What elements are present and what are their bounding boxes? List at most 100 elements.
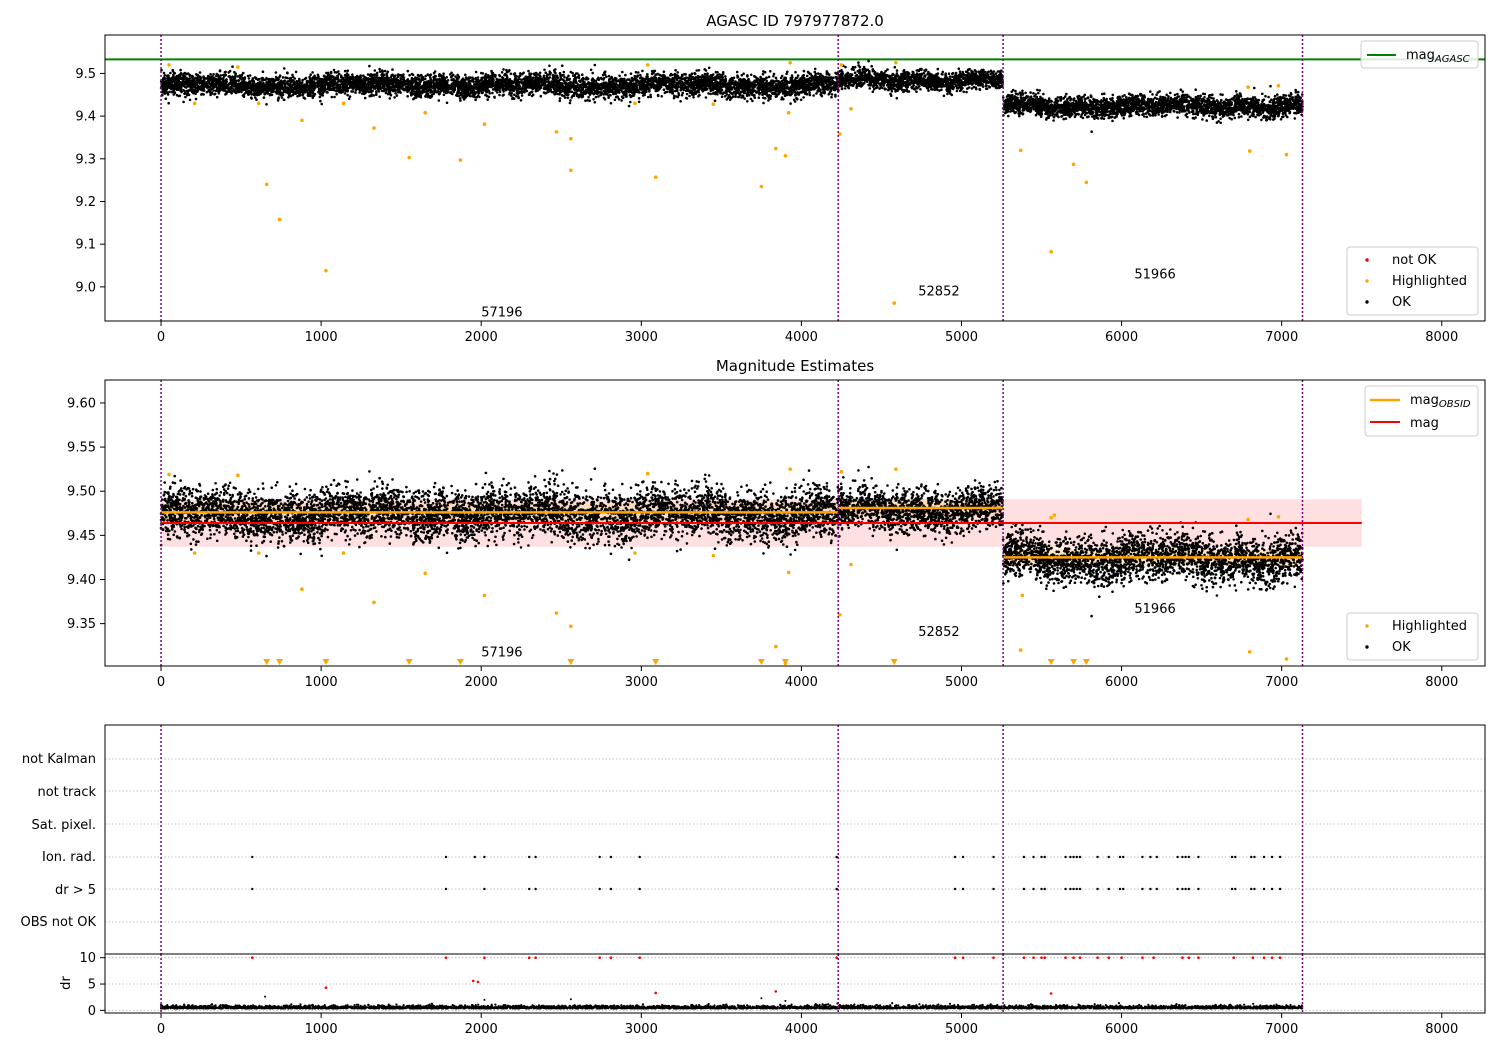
p1-ok-point-4939: [552, 75, 555, 79]
p1-ok-point-4332: [812, 94, 815, 97]
p1-ok-point-2736: [794, 70, 797, 74]
p1-ok-point-4902: [263, 92, 267, 96]
p1-ok-point-3783: [679, 76, 683, 79]
p1-ok-point-4908: [375, 71, 379, 75]
p1-ok-point-3380: [198, 71, 202, 74]
p1-ok-point-957: [746, 100, 749, 103]
p1-ok-point-3698: [456, 83, 460, 86]
p1-ok-point-3579: [548, 70, 551, 73]
p1-ok-point-4312: [795, 96, 798, 100]
p1-ok-point-461: [666, 90, 669, 94]
p1-ok-point-2251: [363, 96, 367, 100]
p1-ok-point-2160: [553, 92, 556, 96]
p1-ok-point-4011: [784, 79, 788, 82]
p1-ok-point-1887: [377, 90, 381, 93]
p1-ok-point-2003: [326, 91, 329, 94]
p1-ok-point-3685: [270, 93, 274, 97]
p1-ok-point-419: [799, 98, 803, 102]
p1-ok-point-2027: [791, 91, 794, 95]
p1-ok-point-2983: [613, 98, 617, 102]
p1-ok-point-4485: [612, 78, 616, 82]
p1-ok-point-3450: [593, 63, 597, 67]
p1-ok-point-3525: [332, 68, 336, 72]
p1-ok-point-4550: [662, 73, 665, 77]
p1-ok-point-2035: [761, 72, 765, 76]
p1-ok-point-198: [786, 70, 789, 74]
p1-ok-point-3400: [178, 94, 182, 98]
p1-ok-point-4658: [567, 74, 570, 78]
p1-ok-point-3445: [763, 70, 767, 74]
p1-ok-point-4015: [830, 95, 833, 99]
p1-ok-point-4733: [782, 97, 785, 101]
p1-ok-point-2916: [175, 93, 179, 97]
p1-ok-point-4261: [420, 76, 424, 79]
p1-ok-point-1697: [333, 95, 336, 99]
p1-ok-point-4657: [802, 73, 805, 77]
p1-ok-point-3618: [384, 91, 388, 95]
p1-ok-point-4171: [660, 95, 663, 98]
p1-ok-point-1385: [637, 97, 641, 100]
p1-ok-point-3429: [396, 90, 400, 94]
p1-ok-point-4807: [749, 97, 753, 101]
p1-ok-point-1507: [593, 101, 597, 104]
p1-ok-point-4396: [614, 79, 618, 83]
p1-ok-point-4686: [757, 90, 760, 94]
p1-ok-point-2854: [433, 82, 436, 85]
p1-ok-point-2400: [248, 74, 252, 77]
p1-ok-point-4840: [777, 92, 780, 96]
panel-agasc-title: AGASC ID 797977872.0: [706, 12, 884, 30]
p1-ok-point-2891: [313, 81, 317, 85]
p1-ok-point-3628: [318, 90, 321, 93]
p1-ok-point-4635: [819, 88, 822, 92]
p1-ok-point-4503: [640, 91, 644, 94]
p1-ok-point-4373: [219, 80, 222, 84]
p1-ok-point-3909: [261, 77, 264, 81]
p1-ok-point-2427: [451, 92, 454, 96]
p1-ok-point-4615: [411, 81, 414, 84]
p1-ok-point-4798: [827, 93, 830, 96]
p1-ok-point-3269: [605, 75, 608, 79]
p1-ok-point-4627: [772, 88, 776, 92]
p1-ok-point-4348: [767, 99, 770, 102]
p1-ok-point-1831: [505, 68, 508, 72]
p1-ok-point-2345: [734, 95, 737, 99]
p1-ok-point-4544: [564, 84, 568, 87]
p1-ok-point-4292: [724, 75, 727, 78]
p1-ok-point-4957: [518, 87, 521, 91]
p1-ok-point-2023: [749, 73, 753, 77]
p1-ok-point-4713: [246, 92, 250, 96]
p1-ok-point-3142: [707, 92, 710, 95]
p1-ok-point-2381: [621, 70, 624, 74]
p1-ok-point-2378: [375, 91, 378, 95]
p1-ok-point-4910: [417, 94, 420, 98]
p1-ok-point-3943: [239, 76, 242, 79]
p1-ok-point-4515: [674, 69, 677, 72]
p1-ok-point-3233: [503, 80, 506, 84]
p1-ok-point-4929: [363, 81, 367, 84]
p1-ok-point-4167: [810, 74, 814, 78]
p1-ok-point-2930: [325, 71, 328, 75]
p1-ok-point-4727: [629, 72, 633, 75]
p1-ok-point-4404: [473, 95, 476, 99]
p1-ok-point-3799: [187, 89, 190, 93]
p1-ok-point-3132: [199, 76, 202, 79]
p1-ok-point-2876: [762, 96, 765, 100]
p1-ok-point-4530: [808, 76, 812, 80]
p1-ok-point-3360: [381, 72, 384, 75]
p1-ok-point-3281: [326, 85, 330, 88]
p1-ok-point-2405: [320, 102, 324, 106]
p1-ok-point-4161: [336, 88, 340, 92]
p1-ok-point-2288: [484, 93, 487, 97]
p1-ok-point-4481: [659, 81, 662, 84]
p1-ok-point-4518: [534, 71, 537, 75]
p1-ok-point-2008: [785, 72, 788, 76]
p1-ok-point-3059: [354, 88, 358, 92]
p1-ok-point-4517: [358, 91, 361, 94]
p1-ok-point-4029: [589, 68, 593, 72]
p1-ok-point-4212: [634, 70, 638, 74]
p1-ok-point-2782: [319, 99, 322, 103]
p1-ok-point-2815: [561, 64, 564, 67]
p1-ok-point-3426: [658, 73, 662, 77]
p1-ok-point-2299: [183, 91, 187, 95]
